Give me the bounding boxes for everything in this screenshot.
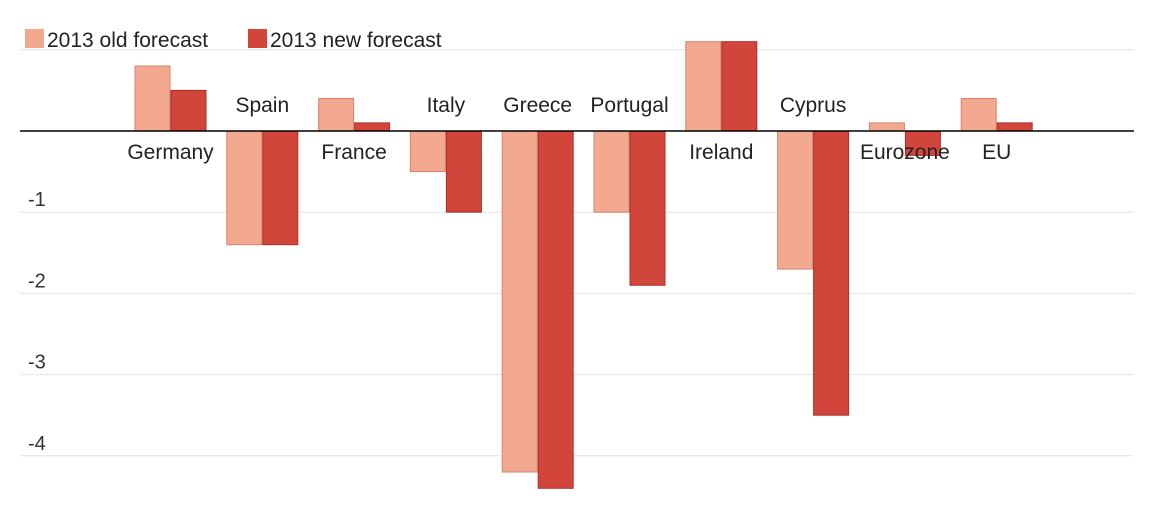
category-labels: Germany Spain France Italy Greece Portugal Ire… [127,94,1011,164]
category-label-france: France [321,141,386,164]
bar-2013-old-forecast-spain [226,130,263,246]
y-tick-label: -3 [28,352,46,374]
bar-2013-new-forecast-cyprus [813,130,850,416]
bar-2013-new-forecast-germany [170,89,207,132]
category-label-italy: Italy [427,94,466,117]
bar-2013-old-forecast-greece [501,130,538,473]
legend-label-new-forecast: 2013 new forecast [270,29,442,52]
category-label-germany: Germany [127,141,214,164]
category-label-portugal: Portugal [590,94,668,117]
bar-2013-new-forecast-greece [537,130,574,489]
bar-2013-old-forecast-ireland [685,41,722,132]
legend-swatch-old-forecast [25,29,44,48]
category-label-eu: EU [982,141,1011,164]
legend: 2013 old forecast 2013 new forecast [25,29,442,52]
legend-swatch-new-forecast [248,29,267,48]
category-label-cyprus: Cyprus [780,94,847,117]
legend-label-old-forecast: 2013 old forecast [47,29,208,52]
category-label-spain: Spain [235,94,289,117]
bar-2013-new-forecast-portugal [629,130,666,286]
bar-2013-new-forecast-italy [445,130,482,213]
category-label-greece: Greece [503,94,572,117]
bar-2013-old-forecast-germany [134,65,171,132]
bar-2013-old-forecast-italy [409,130,446,173]
y-tick-label: -1 [28,189,46,211]
bar-2013-new-forecast-eu [996,122,1033,132]
bar-2013-new-forecast-spain [262,130,299,246]
bar-2013-new-forecast-ireland [721,41,758,132]
bar-2013-old-forecast-eurozone [868,122,905,132]
bar-2013-old-forecast-portugal [593,130,630,213]
category-label-eurozone: Eurozone [860,141,950,164]
y-tick-label: -2 [28,270,46,292]
y-tick-label: -4 [28,433,46,455]
bar-2013-old-forecast-eu [960,98,997,132]
bar-2013-new-forecast-france [354,122,391,132]
y-axis-tick-labels: 1-1-2-3-4 [28,27,46,455]
bars [134,41,1033,489]
category-label-ireland: Ireland [689,141,753,164]
gridlines [20,49,1134,457]
bar-2013-old-forecast-cyprus [777,130,814,270]
bar-2013-old-forecast-france [318,98,355,132]
